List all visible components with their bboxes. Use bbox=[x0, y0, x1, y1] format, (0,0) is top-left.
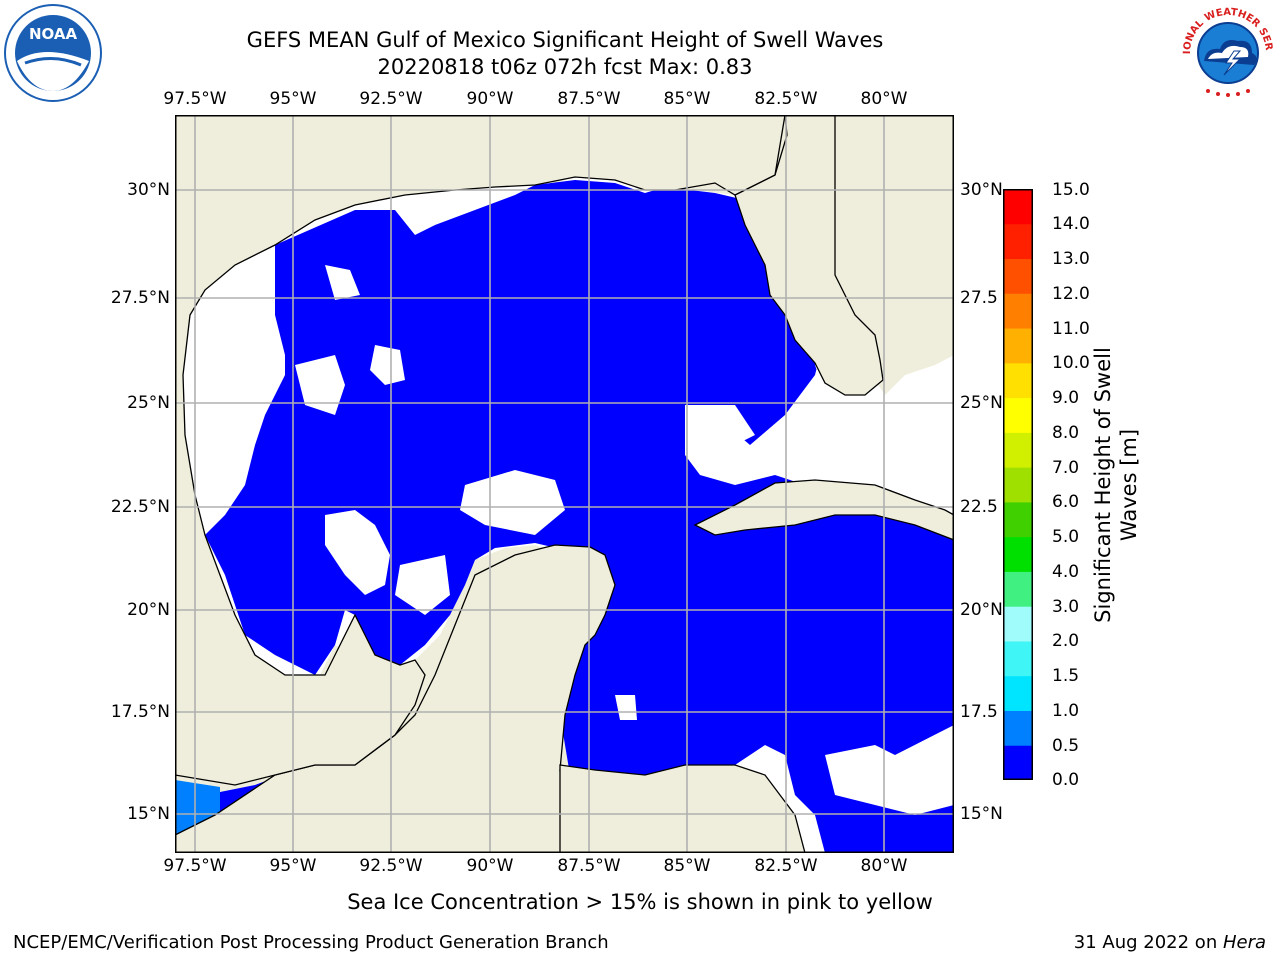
lat-tick-left: 15°N bbox=[127, 804, 170, 824]
colorbar-title: Significant Height of Swell Waves [m] bbox=[1090, 275, 1142, 695]
colorbar-segment bbox=[1003, 710, 1033, 746]
lon-tick-bottom: 90°W bbox=[466, 856, 514, 876]
colorbar-frame bbox=[1003, 189, 1033, 780]
colorbar-segment bbox=[1003, 328, 1033, 364]
land-central-america bbox=[559, 764, 806, 853]
ocean-nodata-pocket bbox=[295, 355, 345, 415]
colorbar-tick-label: 11.0 bbox=[1052, 319, 1090, 339]
ocean-swell-0-05 bbox=[205, 180, 954, 853]
colorbar-tick-label: 1.5 bbox=[1052, 666, 1080, 686]
lon-tick-top: 82.5°W bbox=[754, 89, 818, 109]
lon-tick-top: 97.5°W bbox=[163, 89, 227, 109]
noaa-logo: NOAA bbox=[4, 4, 102, 102]
land-cuba bbox=[693, 479, 954, 541]
lon-tick-top: 92.5°W bbox=[359, 89, 423, 109]
colorbar-tick-label: 12.0 bbox=[1052, 284, 1090, 304]
colorbar-segment bbox=[1003, 606, 1033, 642]
colorbar-tick-label: 4.0 bbox=[1052, 562, 1080, 582]
lat-tick-right: 25°N bbox=[960, 393, 1003, 413]
lat-tick-left: 20°N bbox=[127, 600, 170, 620]
ocean-nodata-pocket bbox=[615, 695, 637, 720]
lat-tick-right: 17.5 bbox=[960, 702, 998, 722]
colorbar-segment bbox=[1003, 501, 1033, 538]
colorbar-tick-label: 14.0 bbox=[1052, 214, 1090, 234]
colorbar-tick-label: 7.0 bbox=[1052, 458, 1080, 478]
lon-tick-bottom: 97.5°W bbox=[163, 856, 227, 876]
land-texas-mexico bbox=[175, 115, 786, 786]
ocean-nodata-pocket bbox=[460, 470, 565, 535]
colorbar-tick-label: 6.0 bbox=[1052, 492, 1080, 512]
colorbar-tick-label: 2.0 bbox=[1052, 631, 1080, 651]
lat-tick-right: 20°N bbox=[960, 600, 1003, 620]
lat-tick-left: 25°N bbox=[127, 393, 170, 413]
colorbar-tick-label: 9.0 bbox=[1052, 388, 1080, 408]
lat-tick-left: 22.5°N bbox=[110, 497, 170, 517]
colorbar-segment bbox=[1003, 362, 1033, 399]
lon-tick-top: 80°W bbox=[860, 89, 908, 109]
ocean-nodata-pocket bbox=[685, 405, 755, 445]
footer-date: 31 Aug 2022 on bbox=[1073, 932, 1223, 953]
lon-tick-bottom: 80°W bbox=[860, 856, 908, 876]
lon-tick-top: 90°W bbox=[466, 89, 514, 109]
ocean-nodata-pocket bbox=[825, 725, 954, 815]
colorbar-segment bbox=[1003, 258, 1033, 294]
colorbar-segment bbox=[1003, 675, 1033, 711]
colorbar-tick-label: 10.0 bbox=[1052, 353, 1090, 373]
lat-tick-right: 15°N bbox=[960, 804, 1003, 824]
lat-tick-left: 27.5°N bbox=[110, 288, 170, 308]
colorbar-title-line2: Waves [m] bbox=[1117, 428, 1141, 542]
noaa-logo-text: NOAA bbox=[29, 25, 78, 43]
lon-tick-bottom: 85°W bbox=[663, 856, 711, 876]
footer-timestamp: 31 Aug 2022 on Hera bbox=[1074, 932, 1266, 953]
colorbar-tick-label: 3.0 bbox=[1052, 597, 1080, 617]
lat-tick-right: 30°N bbox=[960, 180, 1003, 200]
gridlines bbox=[175, 115, 954, 853]
lon-tick-top: 95°W bbox=[269, 89, 317, 109]
colorbar-segment bbox=[1003, 432, 1033, 468]
land-florida bbox=[734, 115, 884, 396]
colorbar-tick-label: 1.0 bbox=[1052, 701, 1080, 721]
lon-tick-bottom: 82.5°W bbox=[754, 856, 818, 876]
lon-tick-bottom: 92.5°W bbox=[359, 856, 423, 876]
colorbar bbox=[1003, 189, 1033, 780]
lon-tick-bottom: 87.5°W bbox=[557, 856, 621, 876]
map-frame bbox=[175, 115, 954, 853]
chart-title: GEFS MEAN Gulf of Mexico Significant Hei… bbox=[246, 28, 884, 52]
colorbar-title-line1: Significant Height of Swell bbox=[1091, 347, 1115, 623]
gulf-map bbox=[175, 115, 954, 853]
colorbar-tick-label: 5.0 bbox=[1052, 527, 1080, 547]
colorbar-segment bbox=[1003, 397, 1033, 433]
lat-tick-left: 17.5°N bbox=[110, 702, 170, 722]
footer-machine: Hera bbox=[1222, 932, 1266, 953]
lon-tick-bottom: 95°W bbox=[269, 856, 317, 876]
colorbar-segment bbox=[1003, 467, 1033, 503]
ocean-nodata-pocket bbox=[325, 510, 390, 595]
lat-tick-right: 27.5 bbox=[960, 288, 998, 308]
colorbar-tick-label: 0.5 bbox=[1052, 736, 1080, 756]
ocean-nodata-pocket bbox=[325, 265, 360, 300]
chart-subtitle: 20220818 t06z 072h fcst Max: 0.83 bbox=[377, 55, 753, 79]
colorbar-segment bbox=[1003, 536, 1033, 572]
lat-tick-right: 22.5 bbox=[960, 497, 998, 517]
colorbar-segment bbox=[1003, 745, 1033, 780]
colorbar-segment bbox=[1003, 640, 1033, 677]
colorbar-segment bbox=[1003, 293, 1033, 329]
ocean-nodata-pocket bbox=[370, 345, 405, 385]
sea-ice-note: Sea Ice Concentration > 15% is shown in … bbox=[347, 890, 933, 914]
colorbar-tick-label: 15.0 bbox=[1052, 180, 1090, 200]
colorbar-tick-label: 8.0 bbox=[1052, 423, 1080, 443]
lat-tick-left: 30°N bbox=[127, 180, 170, 200]
colorbar-segment bbox=[1003, 189, 1033, 225]
lon-tick-top: 85°W bbox=[663, 89, 711, 109]
colorbar-tick-label: 0.0 bbox=[1052, 770, 1080, 790]
colorbar-tick-label: 13.0 bbox=[1052, 249, 1090, 269]
colorbar-segment bbox=[1003, 571, 1033, 607]
ocean-nodata-pocket bbox=[395, 555, 450, 615]
colorbar-segment bbox=[1003, 223, 1033, 260]
lon-tick-top: 87.5°W bbox=[557, 89, 621, 109]
nws-logo: NATIONAL WEATHER SERVICE bbox=[1178, 3, 1276, 101]
footer-credit: NCEP/EMC/Verification Post Processing Pr… bbox=[13, 932, 609, 953]
